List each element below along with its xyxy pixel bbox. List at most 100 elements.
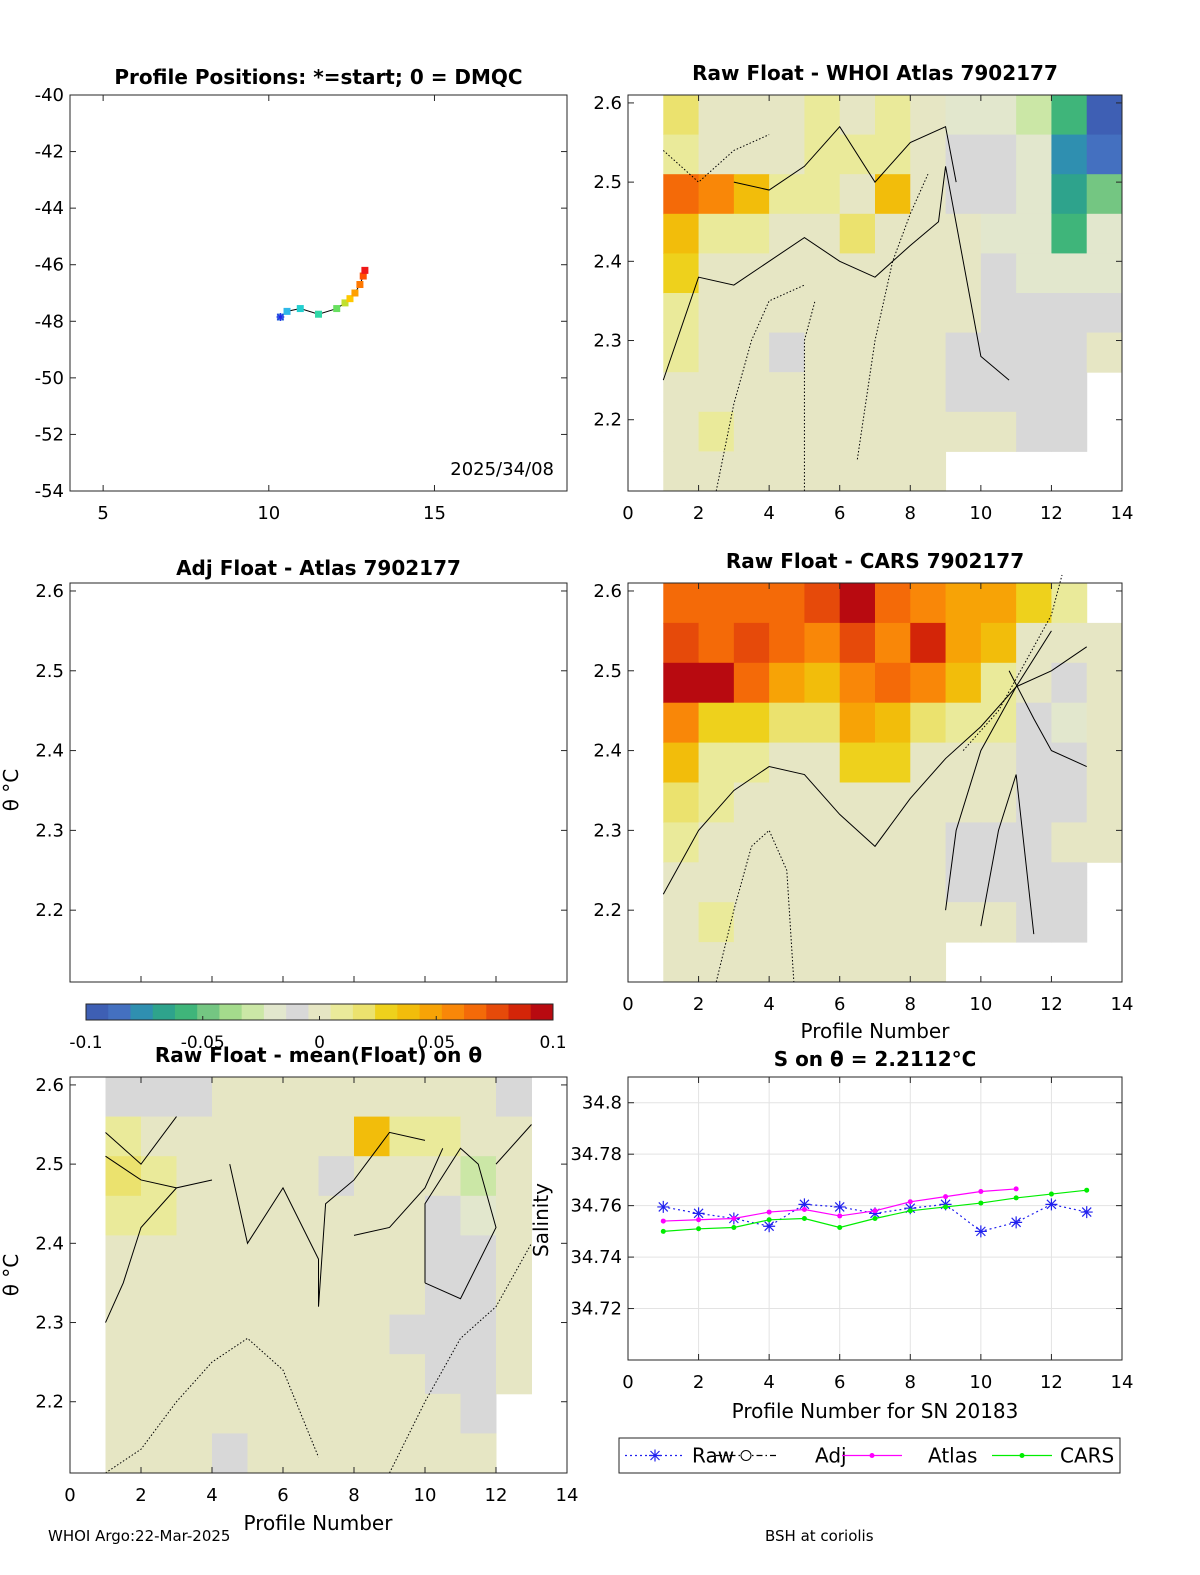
mean-cell	[176, 1116, 213, 1157]
whoi-cell	[910, 95, 947, 136]
whoi-contour	[856, 173, 929, 460]
salinity-xtick-label: 12	[1040, 1372, 1063, 1393]
cars-cell	[980, 742, 1017, 783]
whoi-cell	[945, 372, 982, 413]
whoi-xtick-label: 2	[693, 503, 704, 524]
cars-cell	[910, 742, 947, 783]
adj-ytick-label: 2.6	[35, 581, 64, 602]
legend-marker-cars	[1019, 1453, 1025, 1458]
mean-cell	[141, 1393, 177, 1434]
mean-xtick-label: 14	[556, 1485, 579, 1506]
cars-cell	[663, 822, 700, 863]
mean-cell	[105, 1314, 142, 1355]
whoi-cell	[1051, 332, 1088, 373]
whoi-cell	[769, 372, 805, 413]
cars-cell	[945, 902, 982, 943]
mean-cell	[318, 1235, 355, 1276]
whoi-axes	[627, 94, 1123, 492]
cars-cell	[1051, 822, 1088, 863]
whoi-cell	[910, 253, 947, 294]
cars-cell	[769, 902, 805, 943]
mean-xlabel: Profile Number	[244, 1511, 394, 1535]
colorbar-segment	[86, 1004, 109, 1020]
whoi-contour	[662, 134, 770, 183]
cars-cell	[945, 742, 982, 783]
cars-cell	[769, 742, 805, 783]
colorbar-segment	[486, 1004, 510, 1020]
whoi-cell	[698, 332, 735, 373]
whoi-cell	[980, 411, 1017, 452]
cars-cell	[698, 782, 735, 823]
mean-cell	[354, 1433, 390, 1474]
adj-title: Adj Float - Atlas 7902177	[176, 556, 461, 580]
cars-contour	[980, 774, 1035, 935]
whoi-cell	[945, 332, 982, 373]
cars-cell	[663, 942, 700, 983]
whoi-cell	[910, 134, 947, 175]
whoi-cell	[980, 213, 1017, 254]
mean-cell	[318, 1433, 355, 1474]
mean-cell	[141, 1235, 177, 1276]
whoi-cell	[980, 95, 1017, 136]
whoi-cell	[698, 293, 735, 334]
cars-cell	[733, 942, 770, 983]
position-marker	[341, 299, 349, 307]
mean-cell	[425, 1354, 461, 1395]
mean-cell	[212, 1433, 248, 1474]
colorbar-tick-label: 0	[314, 1033, 325, 1053]
mean-cell	[247, 1314, 284, 1355]
whoi-cell	[1016, 174, 1052, 215]
cars-xtick-label: 12	[1040, 994, 1063, 1015]
cars-cell	[875, 862, 911, 903]
whoi-cell	[980, 174, 1017, 215]
mean-cell	[389, 1195, 426, 1236]
mean-cell	[425, 1235, 461, 1276]
mean-cell	[283, 1314, 319, 1355]
cars-xtick-label: 2	[693, 994, 704, 1015]
whoi-cell	[1016, 332, 1052, 373]
mean-cell	[354, 1235, 390, 1276]
cars-point	[837, 1225, 843, 1231]
mean-cell	[141, 1314, 177, 1355]
mean-xtick-label: 6	[277, 1485, 288, 1506]
cars-cell	[1051, 742, 1088, 783]
cars-cell	[910, 622, 947, 664]
cars-cell	[769, 622, 805, 664]
legend-marker-adj	[740, 1450, 752, 1461]
whoi-xtick-label: 4	[763, 503, 774, 524]
whoi-cell	[839, 213, 876, 254]
salinity-xtick-label: 2	[693, 1372, 704, 1393]
cars-cell	[663, 742, 700, 783]
mean-cell	[496, 1195, 532, 1236]
mean-cell	[212, 1195, 248, 1236]
mean-cell	[425, 1433, 461, 1474]
cars-cell	[1051, 702, 1088, 744]
whoi-cell	[875, 174, 911, 215]
cars-cell	[910, 662, 947, 704]
position-marker	[315, 310, 322, 318]
positions-ytick-label: -50	[35, 368, 64, 389]
cars-cell	[875, 702, 911, 744]
cars-cell	[980, 622, 1017, 664]
whoi-cell	[663, 174, 700, 215]
whoi-cell	[733, 411, 770, 452]
whoi-cell	[875, 332, 911, 373]
cars-cell	[1086, 662, 1123, 704]
salinity-title: S on θ = 2.2112°C	[774, 1047, 977, 1071]
mean-cell	[460, 1275, 497, 1316]
cars-cell	[769, 862, 805, 903]
cars-axes	[627, 582, 1123, 983]
mean-cell	[141, 1195, 177, 1236]
mean-cell	[212, 1116, 248, 1157]
mean-cell	[283, 1156, 319, 1197]
colorbar-segment	[352, 1004, 376, 1020]
mean-cell	[212, 1156, 248, 1197]
cars-cell	[804, 583, 841, 624]
legend-label-adj: Adj	[815, 1444, 847, 1468]
atlas-point	[837, 1213, 843, 1219]
whoi-cell	[1016, 411, 1052, 452]
whoi-cell	[875, 213, 911, 254]
colorbar-tick-label: 0.05	[417, 1033, 455, 1053]
whoi-cell	[804, 372, 841, 413]
mean-cell	[283, 1077, 319, 1118]
